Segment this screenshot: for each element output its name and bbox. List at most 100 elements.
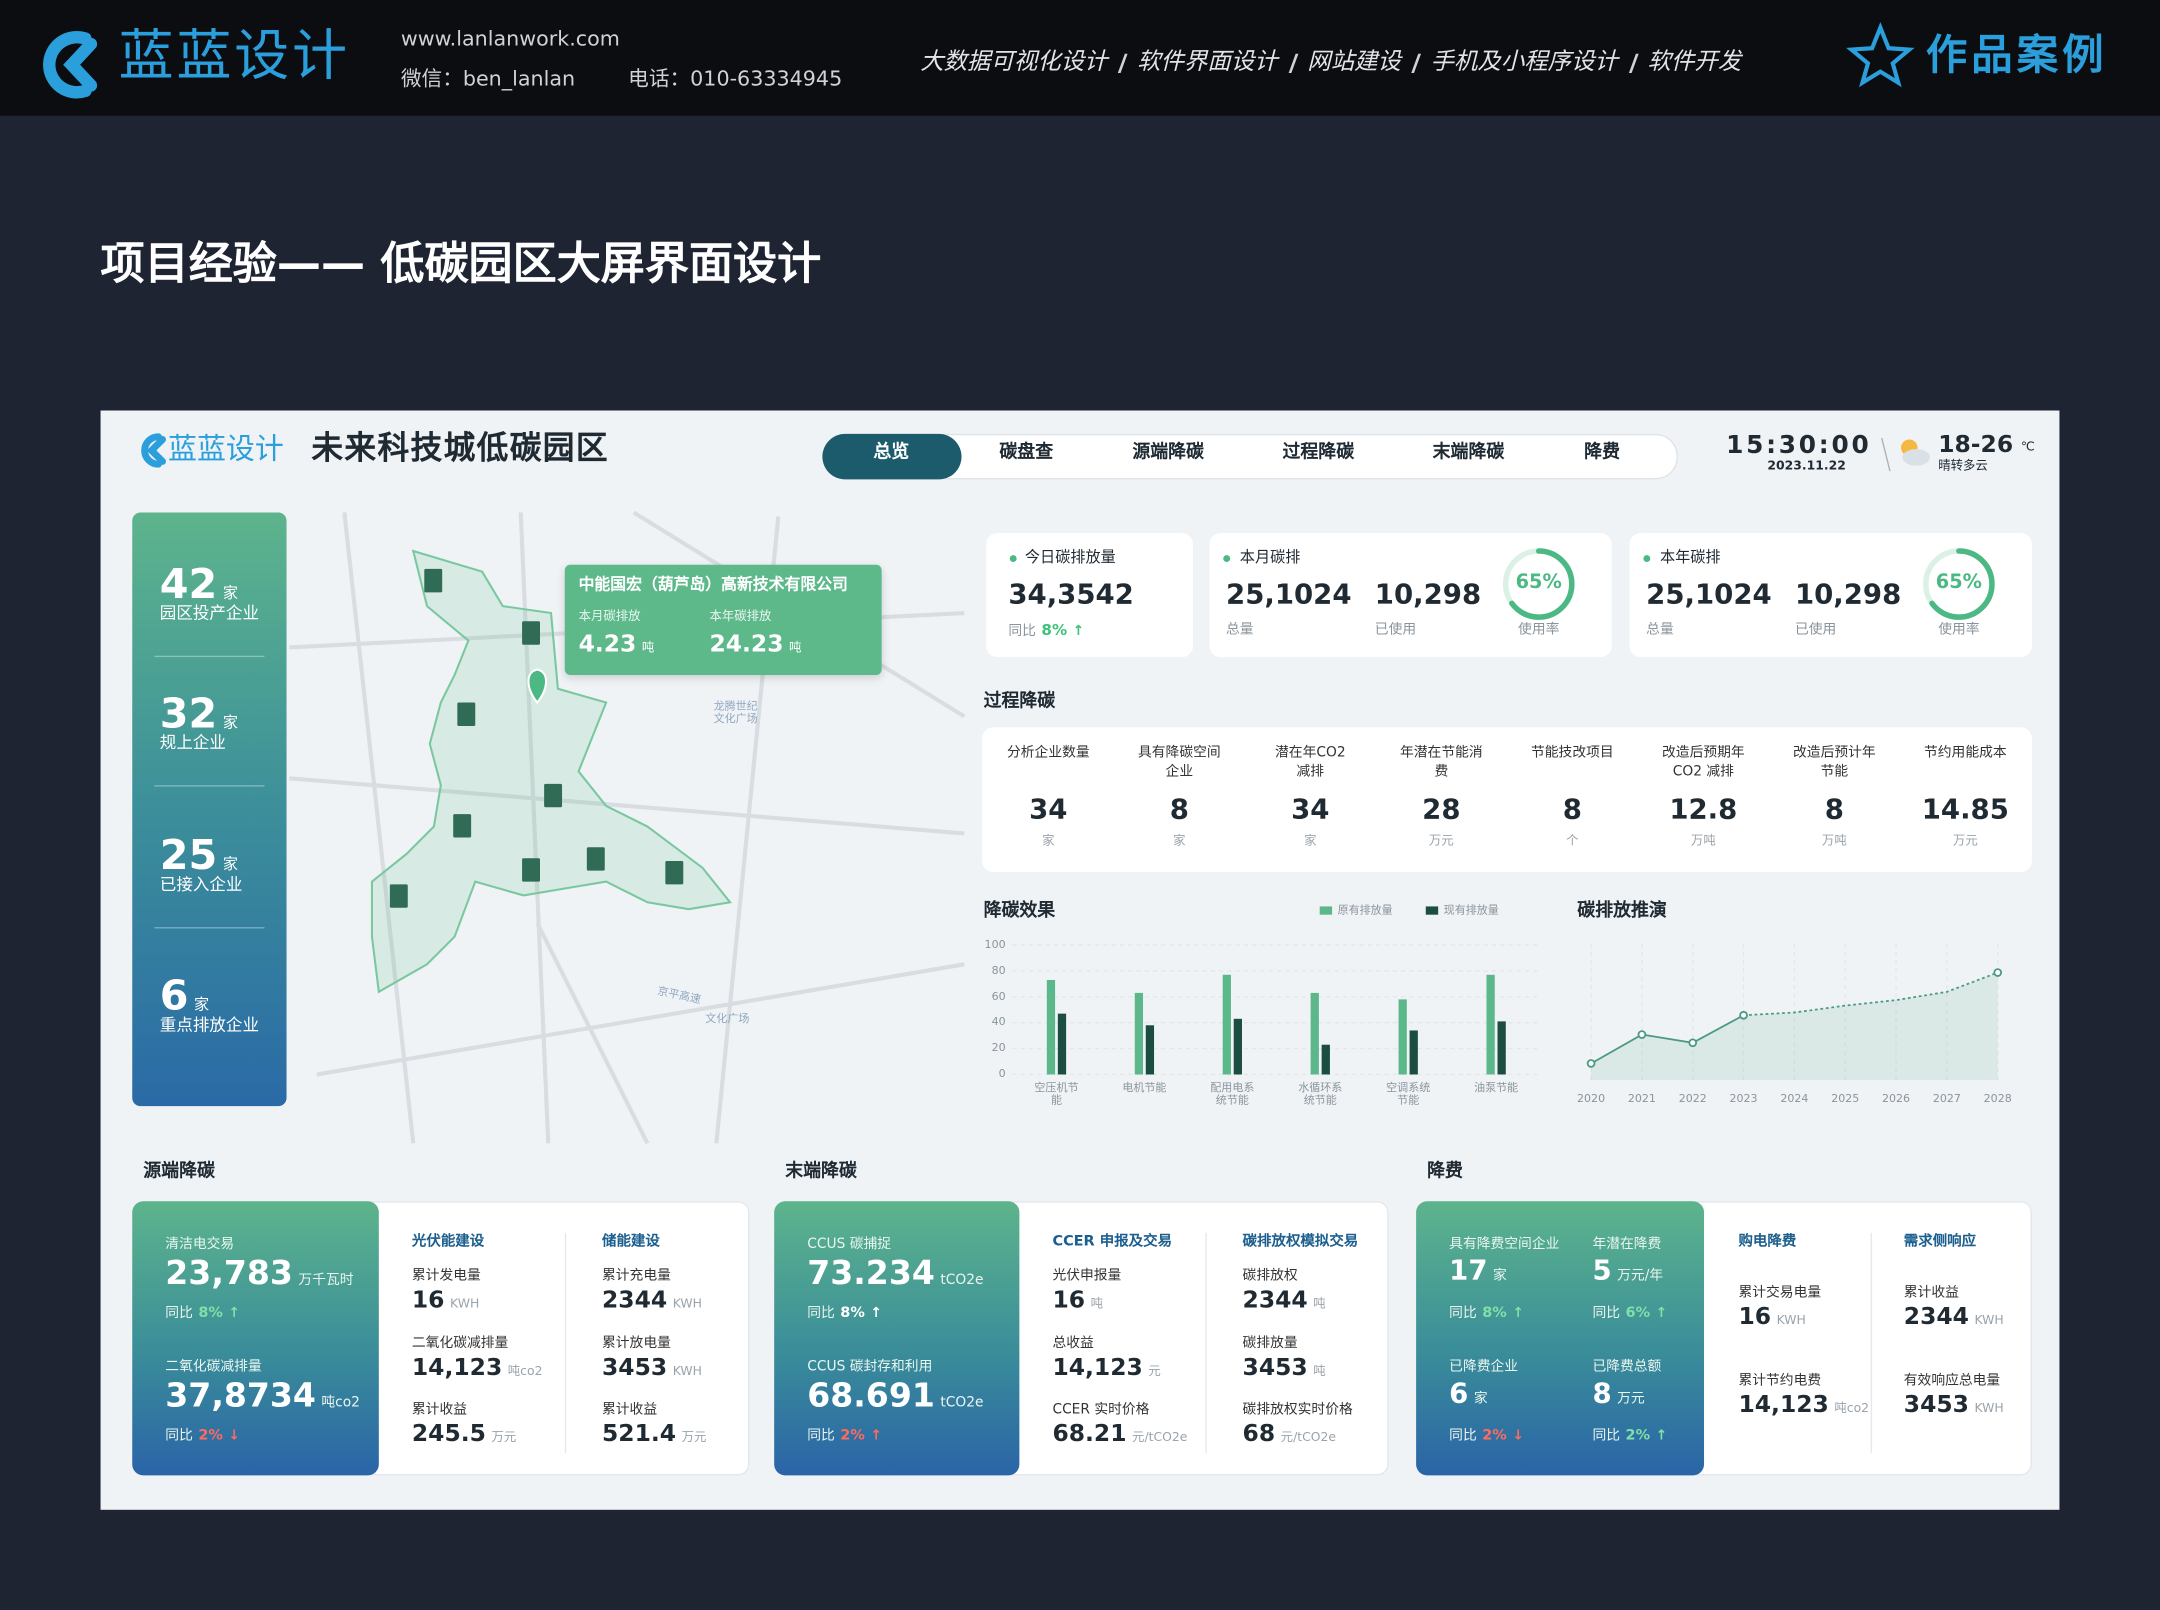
card-label: 年潜在降费 <box>1592 1237 1662 1253</box>
nav-link[interactable]: 网站建设 <box>1307 48 1401 76</box>
kpi-value: 10,298 <box>1794 577 1902 611</box>
point <box>1586 1059 1596 1068</box>
stat-unit: 家 <box>222 584 238 602</box>
item-unit: 吨 <box>1313 1365 1326 1379</box>
value-group: 8 万元 <box>1592 1377 1645 1410</box>
item-value: 68 <box>1242 1420 1276 1448</box>
x-tick-label: 2021 <box>1627 1092 1656 1105</box>
highlight-card <box>132 1201 379 1476</box>
item-value: 3453 <box>601 1354 668 1382</box>
dot <box>1643 555 1651 563</box>
process-value: 34 <box>1029 792 1068 826</box>
gauge-caption: 使用率 <box>1938 622 1980 638</box>
site-url: www.lanlanwork.com <box>400 26 620 51</box>
bar <box>1057 1013 1067 1075</box>
value-group: 同比 2% ↑ <box>1592 1427 1667 1444</box>
value-group: 同比 2% ↓ <box>1449 1427 1524 1444</box>
column-title: 碳排放权模拟交易 <box>1242 1232 1359 1250</box>
bar <box>1046 979 1056 1075</box>
arrow: ↑ <box>1655 1305 1668 1322</box>
process-value: 8 <box>1824 792 1844 826</box>
value-group: 68 元/tCO2e <box>1242 1420 1337 1449</box>
value-group: 2344 KWH <box>1904 1304 2004 1332</box>
value-group: 5 万元/年 <box>1592 1254 1663 1287</box>
y-tick-label: 0 <box>998 1067 1006 1080</box>
item-unit: 吨 <box>1313 1297 1326 1312</box>
map <box>289 510 966 1145</box>
item-label: 碳排放量 <box>1242 1336 1298 1352</box>
item-value: 16 <box>1738 1303 1772 1331</box>
nav: 大数据可视化设计 软件界面设计 网站建设 手机及小程序设计 软件开发 <box>920 48 1742 77</box>
stat-divider <box>154 927 265 929</box>
x-tick-label: 电机节能 <box>1122 1081 1167 1094</box>
value-group: 同比 2% ↑ <box>807 1427 882 1444</box>
change-label: 同比 <box>807 1305 835 1322</box>
process-value: 8 <box>1562 792 1582 826</box>
column-divider <box>1870 1232 1873 1454</box>
item-unit: 吨co2 <box>507 1365 543 1379</box>
gauge-label: 65% <box>1515 571 1562 594</box>
page-title: 项目经验—— 低碳园区大屏界面设计 <box>100 236 822 290</box>
section-title: 过程降碳 <box>983 691 1056 713</box>
bar <box>1398 999 1407 1075</box>
value-group: 16 KWH <box>1738 1303 1806 1332</box>
stat-label: 规上企业 <box>159 732 226 753</box>
kpi-title: 今日碳排放量 <box>1024 548 1116 567</box>
value-group: 32 家 <box>160 691 238 740</box>
item-unit: 万元 <box>491 1431 517 1446</box>
item-label: 碳排放权实时价格 <box>1242 1402 1353 1418</box>
tab[interactable]: 总览 <box>873 442 910 463</box>
card-label: CCUS 碳封存和利用 <box>807 1359 933 1375</box>
item-unit: KWH <box>1776 1314 1806 1328</box>
tab[interactable]: 降费 <box>1584 442 1620 463</box>
item-label: CCER 实时价格 <box>1052 1402 1150 1418</box>
line <box>1743 971 1999 1017</box>
bar <box>1310 992 1319 1075</box>
value-group: 同比 8% ↑ <box>807 1305 882 1322</box>
gauge-arc <box>1923 548 1995 620</box>
tab[interactable]: 末端降碳 <box>1432 442 1505 463</box>
process-label: 节约用能成本 <box>1924 745 2007 761</box>
card-unit: 万元 <box>1617 1391 1645 1407</box>
stat-value: 25 <box>159 832 218 881</box>
top-logo-icon <box>43 31 98 99</box>
column-title: 需求侧响应 <box>1903 1232 1977 1250</box>
nav-link[interactable]: 软件界面设计 <box>1137 48 1278 76</box>
item-label: 累计发电量 <box>411 1268 481 1284</box>
change: 8% <box>1482 1304 1507 1322</box>
process-unit: 个 <box>1566 834 1579 849</box>
nav-link[interactable]: 手机及小程序设计 <box>1430 48 1618 76</box>
process-value: 12.8 <box>1669 792 1738 826</box>
bar <box>1321 1044 1330 1075</box>
arrow: ↑ <box>870 1428 882 1444</box>
tab[interactable]: 过程降碳 <box>1282 442 1355 463</box>
value-group: 245.5 万元 <box>412 1421 517 1449</box>
nav-divider <box>1411 53 1421 73</box>
nav-link[interactable]: 软件开发 <box>1647 48 1742 76</box>
change-label: 同比 <box>1449 1305 1477 1322</box>
column-divider <box>564 1232 567 1454</box>
clock: 15:30:00 <box>1726 431 1872 461</box>
card-value: 37,8734 <box>165 1376 316 1415</box>
process-unit: 万元 <box>1428 834 1454 849</box>
park-stats-card <box>132 512 287 1107</box>
kpi-value: 25,1024 <box>1226 577 1352 611</box>
value-group: 23,783 万千瓦时 <box>165 1254 353 1293</box>
tooltip-label: 本月碳排放 <box>578 610 641 625</box>
change: 8% <box>1041 621 1068 640</box>
item-value: 16 <box>1052 1286 1086 1315</box>
process-value: 8 <box>1169 792 1189 826</box>
y-tick-label: 100 <box>984 938 1006 951</box>
change-label: 同比 <box>1592 1305 1620 1322</box>
tooltip-label: 本年碳排放 <box>709 610 772 625</box>
item-label: 累计收益 <box>411 1402 467 1418</box>
tab[interactable]: 源端降碳 <box>1132 442 1204 463</box>
item-value: 68.21 <box>1052 1420 1127 1448</box>
nav-link[interactable]: 大数据可视化设计 <box>920 48 1108 76</box>
process-card <box>982 727 2032 872</box>
area <box>1591 972 1998 1080</box>
arrow: ↑ <box>228 1305 240 1322</box>
value-group: 同比 6% ↑ <box>1592 1305 1667 1322</box>
tab[interactable]: 碳盘查 <box>999 442 1054 463</box>
column-title: 购电降费 <box>1738 1232 1797 1250</box>
